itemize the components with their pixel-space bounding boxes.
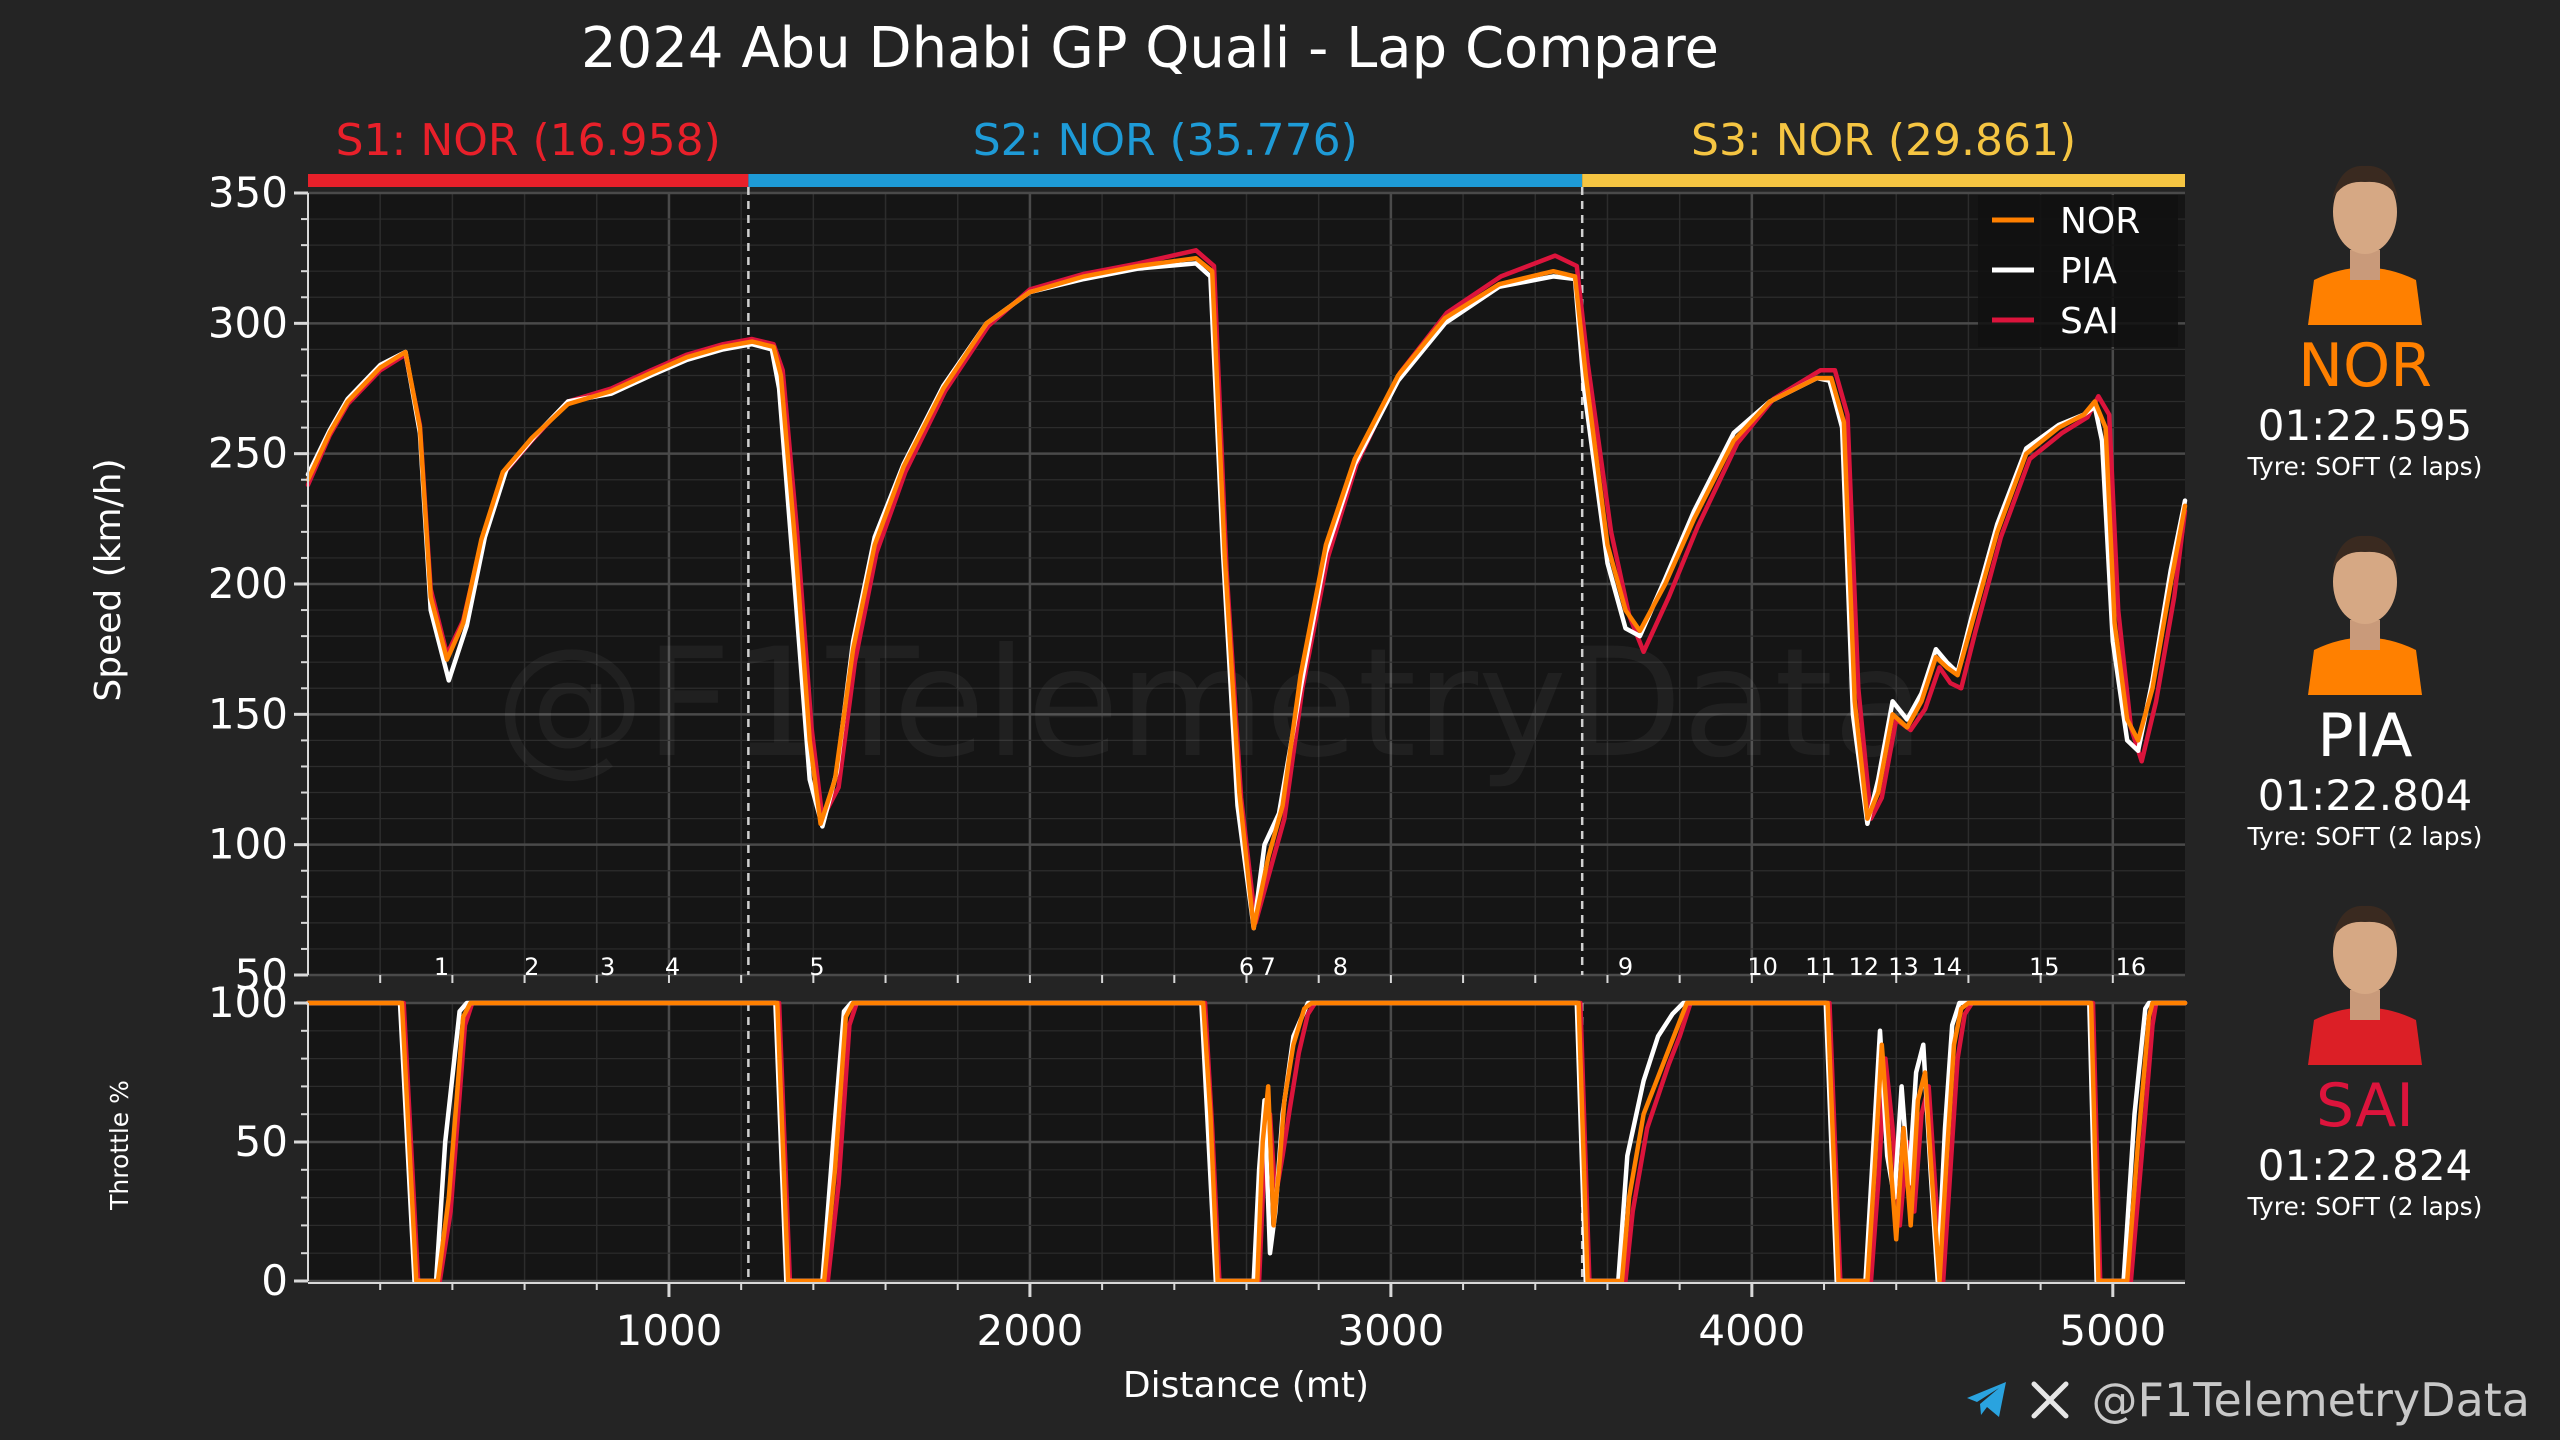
- driver-lap-time: 01:22.824: [2257, 1141, 2473, 1190]
- driver-portrait-icon: [2300, 890, 2430, 1065]
- portrait-face: [2333, 910, 2397, 994]
- corner-label: 2: [524, 953, 539, 981]
- corner-label: 1: [434, 953, 449, 981]
- speed-y-tick-label: 100: [208, 820, 288, 869]
- x-icon[interactable]: [2031, 1381, 2069, 1419]
- portrait-hair: [2332, 535, 2398, 570]
- x-tick-label: 4000: [1698, 1306, 1805, 1355]
- driver-card-sai: SAI 01:22.824 Tyre: SOFT (2 laps): [2200, 890, 2530, 1223]
- sector-layer: S1: NOR (16.958) S2: NOR (35.776) S3: NOR …: [308, 115, 2185, 187]
- portrait-suit: [2308, 267, 2422, 325]
- corner-label: 13: [1888, 953, 1919, 981]
- portrait-suit: [2308, 637, 2422, 695]
- corner-label: 3: [600, 953, 615, 981]
- portrait-svg: [2308, 165, 2422, 325]
- driver-card-pia: PIA 01:22.804 Tyre: SOFT (2 laps): [2200, 520, 2530, 853]
- series-layer: [305, 248, 2188, 1284]
- sector-bar: [748, 174, 1583, 187]
- throttle-series-sai: [305, 1000, 2188, 1284]
- corner-label: 16: [2116, 953, 2147, 981]
- speed-y-tick-label: 50: [235, 950, 288, 999]
- portrait-neck: [2350, 620, 2380, 650]
- portrait-neck: [2350, 990, 2380, 1020]
- sector-label: S1: NOR (16.958): [336, 115, 721, 166]
- portrait-hair: [2332, 905, 2398, 940]
- corner-label: 8: [1333, 953, 1348, 981]
- driver-portrait-icon: [2300, 520, 2430, 695]
- driver-lap-time: 01:22.595: [2257, 401, 2473, 450]
- corner-label: 9: [1618, 953, 1633, 981]
- legend-label: SAI: [2060, 301, 2119, 342]
- corner-label: 12: [1848, 953, 1879, 981]
- corner-label: 6: [1239, 953, 1254, 981]
- driver-code: SAI: [2316, 1071, 2414, 1141]
- portrait-hair: [2332, 165, 2398, 200]
- telegram-icon[interactable]: [1965, 1380, 2009, 1420]
- portrait-svg: [2308, 535, 2422, 695]
- driver-tyre: Tyre: SOFT (2 laps): [2247, 452, 2483, 481]
- throttle-y-tick-label: 50: [235, 1117, 288, 1166]
- corner-labels: 1 2 3 4 5 6 7 8 9 10 11 12 13 14 15 16: [434, 953, 2146, 981]
- portrait-neck: [2350, 250, 2380, 280]
- speed-y-tick-label: 200: [208, 559, 288, 608]
- corner-label: 5: [809, 953, 824, 981]
- driver-tyre: Tyre: SOFT (2 laps): [2247, 1192, 2483, 1221]
- portrait-face: [2333, 540, 2397, 624]
- corner-label: 15: [2029, 953, 2060, 981]
- x-axis-label: Distance (mt): [1123, 1365, 1369, 1406]
- legend-label: PIA: [2060, 251, 2117, 292]
- speed-y-tick-label: 150: [208, 689, 288, 738]
- footer-handle[interactable]: @F1TelemetryData: [2091, 1373, 2530, 1427]
- speed-y-tick-label: 300: [208, 298, 288, 347]
- portrait-suit: [2308, 1007, 2422, 1065]
- corner-label: 11: [1805, 953, 1836, 981]
- sector-bar: [308, 174, 749, 187]
- sector-label: S2: NOR (35.776): [973, 115, 1358, 166]
- speed-axis-label: Speed (km/h): [88, 458, 129, 701]
- throttle-series-nor: [305, 1000, 2188, 1284]
- speed-y-tick-label: 250: [208, 429, 288, 478]
- driver-code: NOR: [2298, 331, 2432, 401]
- throttle-y-tick-label: 0: [261, 1256, 288, 1305]
- corner-label: 14: [1931, 953, 1962, 981]
- sector-label: S3: NOR (29.861): [1691, 115, 2076, 166]
- x-tick-label: 2000: [976, 1306, 1083, 1355]
- speed-series-nor: [305, 255, 2188, 931]
- driver-lap-time: 01:22.804: [2257, 771, 2473, 820]
- driver-code: PIA: [2317, 701, 2413, 771]
- legend-label: NOR: [2060, 201, 2140, 242]
- portrait-svg: [2308, 905, 2422, 1065]
- footer: @F1TelemetryData: [1965, 1370, 2530, 1430]
- driver-card-nor: NOR 01:22.595 Tyre: SOFT (2 laps): [2200, 150, 2530, 483]
- legend: NOR PIA SAI: [1978, 195, 2178, 347]
- portrait-face: [2333, 170, 2397, 254]
- throttle-axis-label: Throttle %: [105, 1080, 134, 1211]
- x-tick-label: 3000: [1337, 1306, 1444, 1355]
- x-tick-label: 5000: [2059, 1306, 2166, 1355]
- chart-title: 2024 Abu Dhabi GP Quali - Lap Compare: [581, 16, 1719, 81]
- corner-label: 4: [665, 953, 680, 981]
- driver-portrait-icon: [2300, 150, 2430, 325]
- throttle-y-tick-label: 100: [208, 978, 288, 1027]
- watermark: @F1TelemetryData: [495, 617, 1925, 791]
- corner-label: 7: [1261, 953, 1276, 981]
- speed-y-tick-label: 350: [208, 168, 288, 217]
- x-tick-label: 1000: [616, 1306, 723, 1355]
- driver-tyre: Tyre: SOFT (2 laps): [2247, 822, 2483, 851]
- sector-bar: [1582, 174, 2185, 187]
